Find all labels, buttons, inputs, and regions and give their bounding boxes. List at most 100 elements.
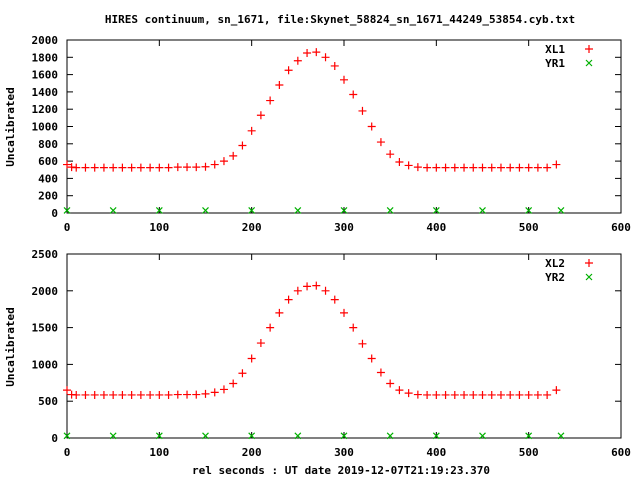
lower-point-xl2	[524, 390, 533, 399]
upper-point-xl1	[238, 141, 247, 150]
lower-legend-label-xl2: XL2	[545, 257, 565, 270]
upper-point-xl1	[506, 163, 515, 172]
upper-point-xl1	[376, 138, 385, 147]
lower-point-xl2	[229, 379, 238, 388]
upper-y-tick-label: 400	[38, 172, 58, 185]
lower-y-axis-label: Uncalibrated	[4, 307, 17, 386]
lower-point-xl2	[450, 390, 459, 399]
lower-point-xl2	[247, 354, 256, 363]
lower-x-tick-label: 600	[611, 446, 631, 459]
lower-point-yr2	[155, 432, 163, 440]
lower-point-xl2	[469, 390, 478, 399]
lower-point-xl2	[109, 390, 118, 399]
upper-point-xl1	[81, 163, 90, 172]
lower-point-yr2	[479, 432, 486, 440]
upper-point-xl1	[340, 75, 348, 84]
upper-point-yr1	[557, 206, 565, 214]
lower-x-tick-label: 300	[334, 446, 354, 459]
lower-point-xl2	[358, 339, 367, 348]
upper-point-xl1	[173, 163, 182, 172]
upper-y-tick-label: 1200	[32, 103, 59, 116]
upper-legend-label-xl1: XL1	[545, 43, 565, 56]
lower-series-xl2	[63, 281, 561, 399]
lower-y-tick-label: 1000	[32, 358, 59, 371]
upper-point-yr1	[386, 206, 394, 214]
upper-point-xl1	[441, 163, 450, 172]
upper-point-xl1	[552, 160, 561, 169]
x-axis-label: rel seconds : UT date 2019-12-07T21:19:2…	[192, 464, 490, 477]
lower-point-xl2	[155, 390, 164, 399]
upper-point-xl1	[229, 151, 238, 160]
lower-x-tick-label: 0	[64, 446, 71, 459]
lower-point-xl2	[533, 390, 542, 399]
lower-plot-frame	[66, 253, 622, 439]
upper-point-xl1	[293, 56, 302, 65]
upper-point-xl1	[183, 163, 192, 172]
upper-point-xl1	[533, 163, 542, 172]
upper-point-xl1	[358, 106, 367, 115]
lower-point-xl2	[266, 323, 275, 332]
upper-point-yr1	[248, 206, 256, 214]
upper-point-xl1	[321, 53, 330, 62]
upper-y-tick-label: 0	[51, 207, 58, 220]
upper-y-tick-label: 1000	[32, 121, 59, 134]
upper-x-tick-label: 100	[149, 221, 169, 234]
lower-point-yr2	[525, 432, 533, 440]
lower-point-xl2	[478, 390, 487, 399]
lower-point-xl2	[293, 286, 302, 295]
lower-point-yr2	[340, 432, 348, 440]
lower-point-yr2	[386, 432, 394, 440]
lower-point-xl2	[90, 390, 99, 399]
upper-point-xl1	[423, 163, 432, 172]
upper-point-xl1	[266, 96, 275, 105]
upper-x-tick-label: 200	[242, 221, 262, 234]
lower-point-xl2	[312, 281, 321, 290]
upper-point-xl1	[469, 163, 478, 172]
upper-y-tick-label: 200	[38, 190, 58, 203]
upper-point-xl1	[63, 160, 71, 169]
lower-point-xl2	[460, 390, 469, 399]
lower-y-tick-label: 2500	[32, 248, 59, 261]
upper-plot-frame	[66, 39, 622, 214]
upper-y-tick-label: 800	[38, 138, 58, 151]
lower-point-xl2	[506, 390, 515, 399]
upper-point-yr1	[479, 206, 486, 214]
lower-y-tick-label: 0	[51, 432, 58, 445]
upper-point-xl1	[450, 163, 459, 172]
lower-point-yr2	[432, 432, 440, 440]
upper-point-xl1	[395, 157, 404, 166]
upper-point-yr1	[63, 206, 71, 214]
upper-point-xl1	[247, 126, 256, 135]
lower-point-xl2	[376, 368, 385, 377]
upper-point-xl1	[432, 163, 441, 172]
upper-point-xl1	[478, 163, 487, 172]
lower-x-tick-label: 200	[242, 446, 262, 459]
upper-point-xl1	[192, 163, 201, 172]
lower-point-xl2	[256, 339, 265, 348]
upper-point-xl1	[284, 66, 293, 75]
lower-point-yr2	[294, 432, 302, 440]
upper-panel: Uncalibrated 020040060080010001200140016…	[4, 34, 631, 234]
lower-point-xl2	[340, 308, 348, 317]
lower-point-xl2	[136, 390, 145, 399]
lower-point-xl2	[63, 386, 71, 395]
upper-y-tick-label: 600	[38, 155, 58, 168]
lower-point-xl2	[219, 385, 228, 394]
lower-point-xl2	[81, 390, 90, 399]
lower-point-xl2	[330, 295, 339, 304]
upper-point-xl1	[330, 61, 339, 70]
upper-point-xl1	[127, 163, 136, 172]
upper-point-xl1	[487, 163, 496, 172]
upper-y-axis-label: Uncalibrated	[4, 87, 17, 166]
upper-y-tick-label: 1800	[32, 51, 59, 64]
upper-point-xl1	[460, 163, 469, 172]
lower-panel: Uncalibrated 0 500 1000 1500 2000 2500 0 100 200…	[4, 248, 631, 459]
upper-x-tick-label: 500	[519, 221, 539, 234]
lower-point-xl2	[543, 390, 552, 399]
upper-point-xl1	[275, 80, 284, 89]
upper-x-tick-label: 400	[426, 221, 446, 234]
upper-point-xl1	[90, 163, 99, 172]
lower-x-tick-label: 500	[519, 446, 539, 459]
upper-point-xl1	[164, 163, 173, 172]
upper-point-xl1	[386, 150, 395, 159]
